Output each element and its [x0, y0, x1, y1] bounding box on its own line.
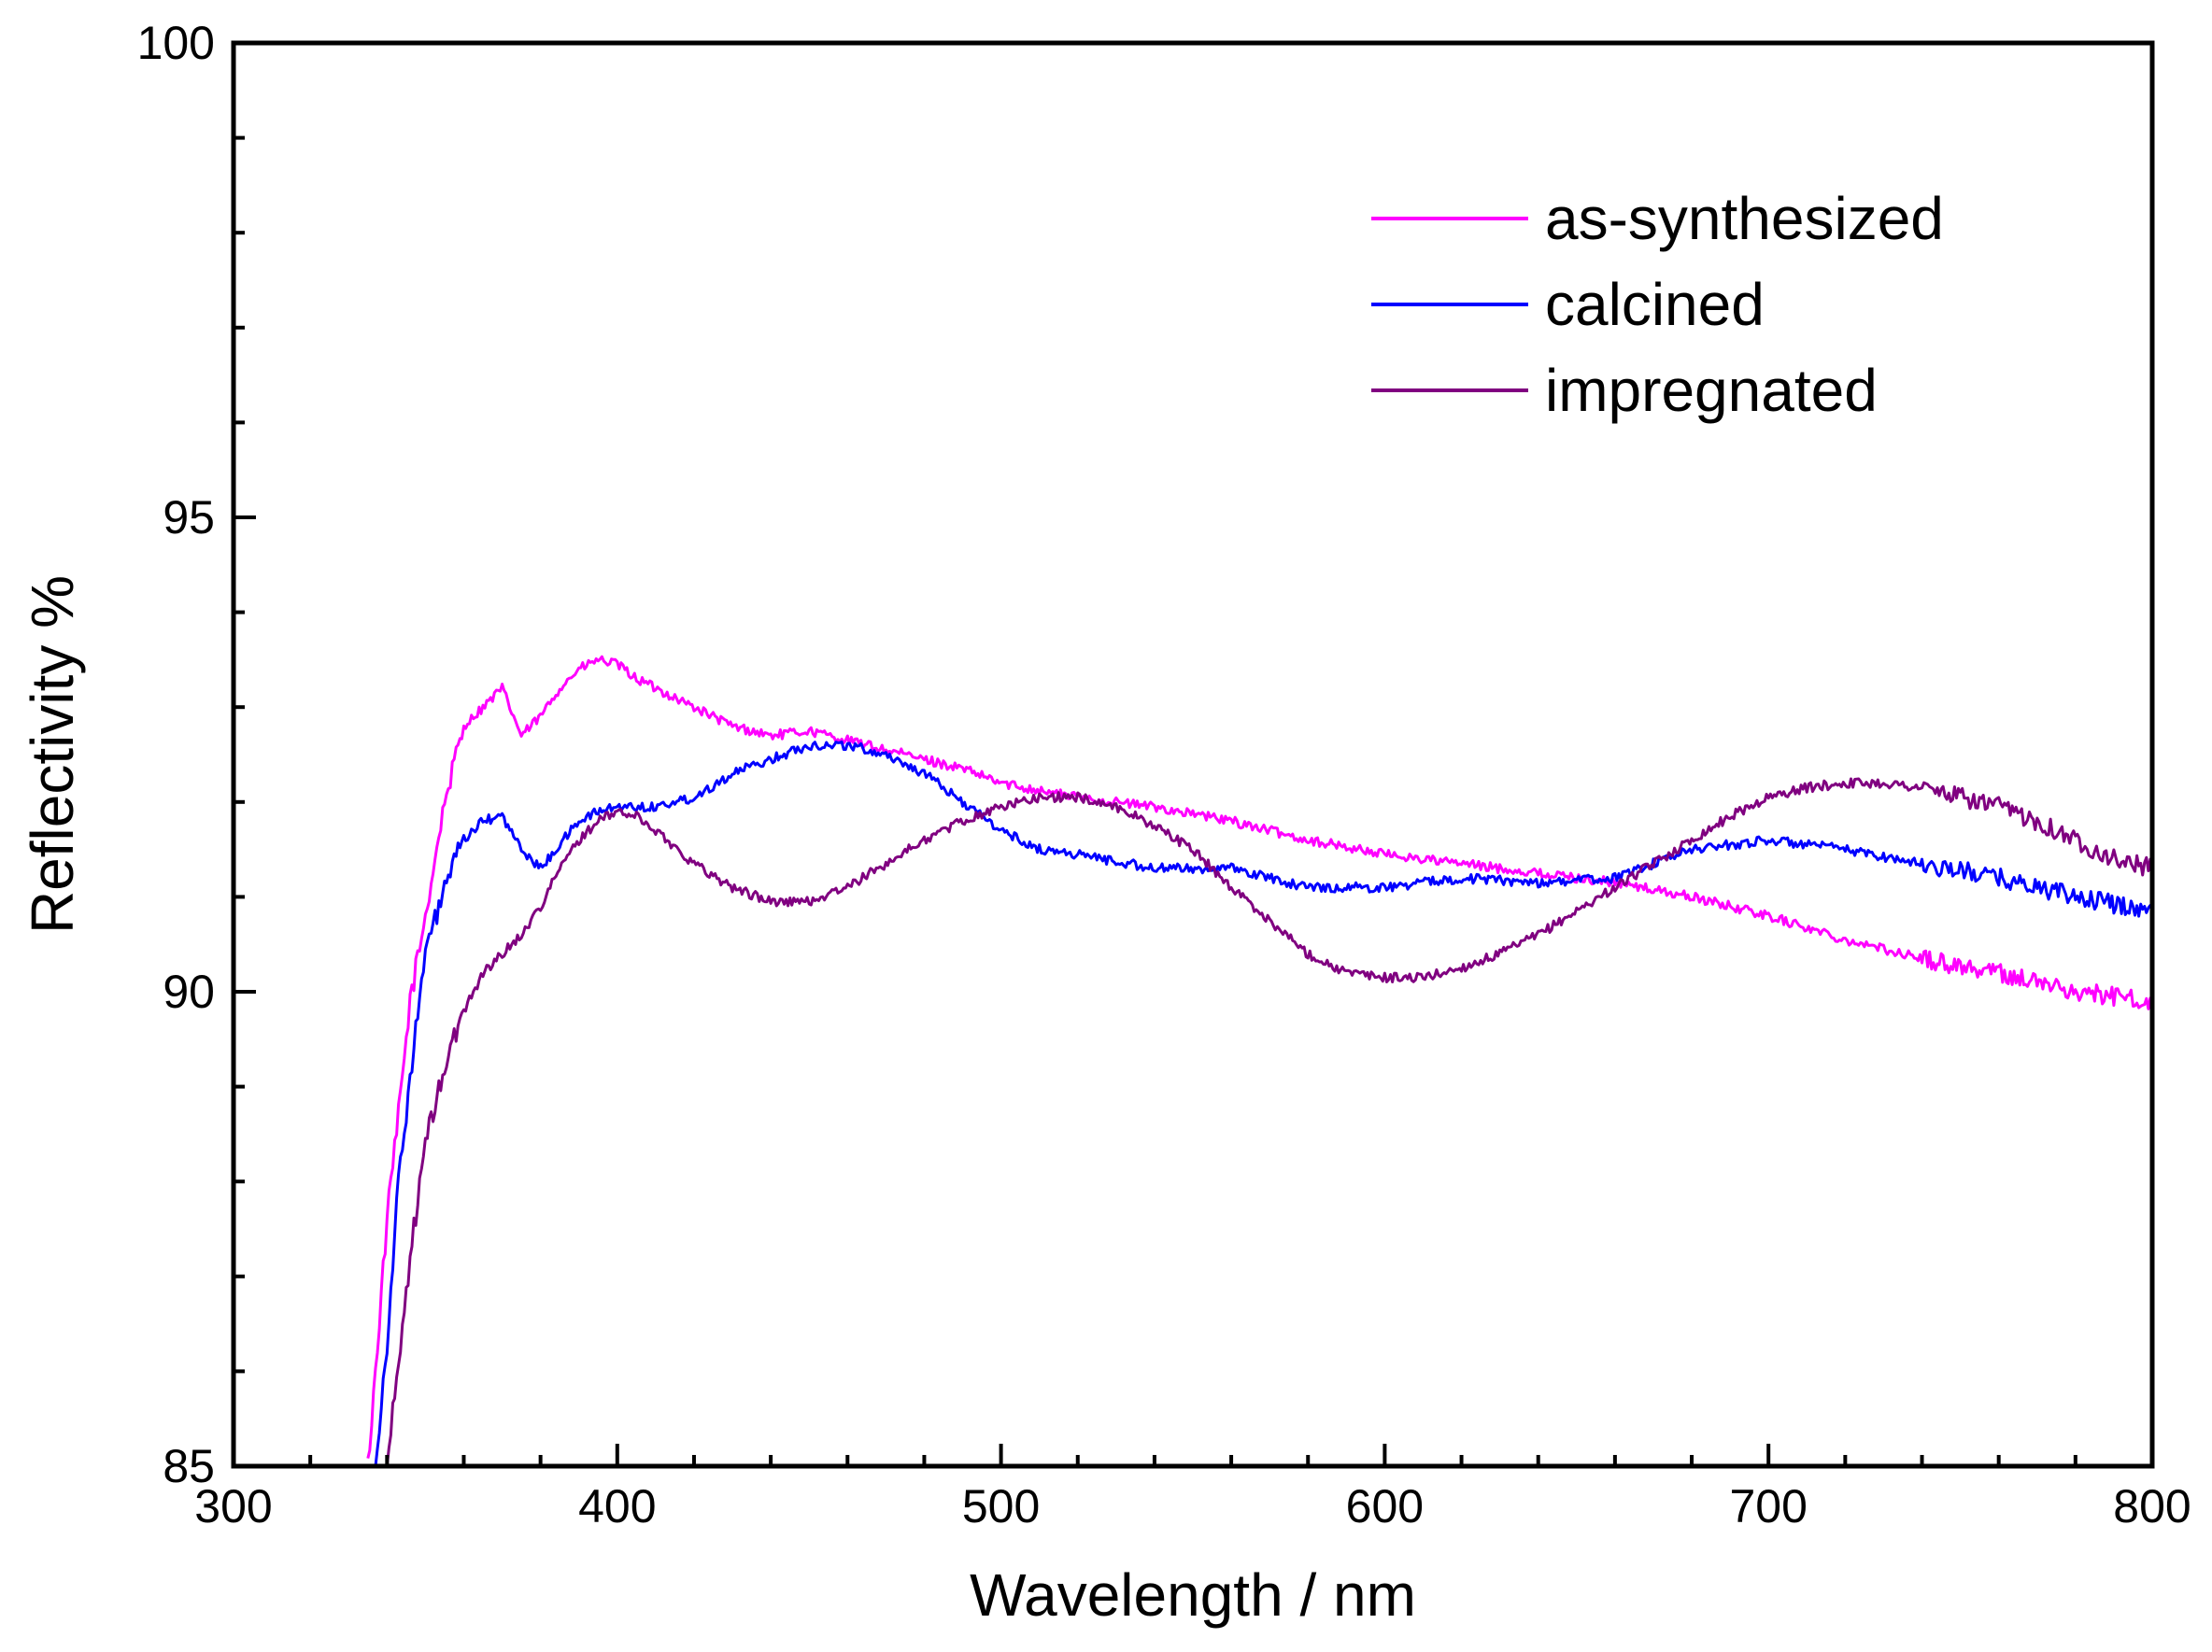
- series-line-calcined: [374, 740, 2154, 1467]
- y-tick-label: 95: [163, 491, 215, 544]
- series-layer: [366, 655, 2154, 1467]
- x-axis-title: Wavelength / nm: [970, 1561, 1416, 1629]
- x-tick-label: 600: [1346, 1480, 1424, 1532]
- x-tick-label: 300: [194, 1480, 272, 1532]
- ticks-layer: [232, 41, 2154, 1468]
- x-tick-label: 500: [962, 1480, 1040, 1532]
- x-tick-label: 800: [2113, 1480, 2191, 1532]
- plot-frame: [231, 40, 2155, 1469]
- y-axis-title: Reflectivity %: [19, 575, 86, 934]
- legend-label-calcined: calcined: [1545, 271, 1765, 338]
- x-tick-label: 700: [1729, 1480, 1807, 1532]
- legend: as-synthesized calcined impregnated: [1371, 185, 1944, 424]
- y-tick-label: 85: [163, 1440, 215, 1492]
- y-tick-label: 100: [137, 17, 215, 69]
- y-tick-label: 90: [163, 966, 215, 1018]
- series-line-as-synthesized: [366, 655, 2154, 1459]
- legend-label-as-synthesized: as-synthesized: [1545, 185, 1944, 252]
- labels-layer: 300 400 500 600 700 800 85 90 95 100: [137, 17, 2191, 1532]
- x-tick-label: 400: [578, 1480, 656, 1532]
- legend-label-impregnated: impregnated: [1545, 357, 1878, 424]
- series-line-impregnated: [385, 777, 2154, 1467]
